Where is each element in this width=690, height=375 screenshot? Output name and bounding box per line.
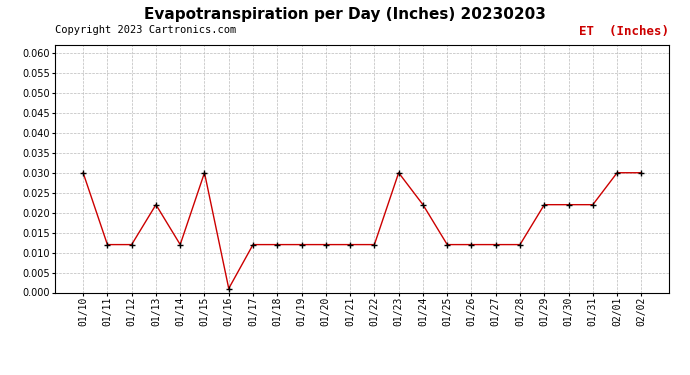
Text: ET  (Inches): ET (Inches)	[580, 25, 669, 38]
Text: Copyright 2023 Cartronics.com: Copyright 2023 Cartronics.com	[55, 25, 237, 35]
Text: Evapotranspiration per Day (Inches) 20230203: Evapotranspiration per Day (Inches) 2023…	[144, 8, 546, 22]
